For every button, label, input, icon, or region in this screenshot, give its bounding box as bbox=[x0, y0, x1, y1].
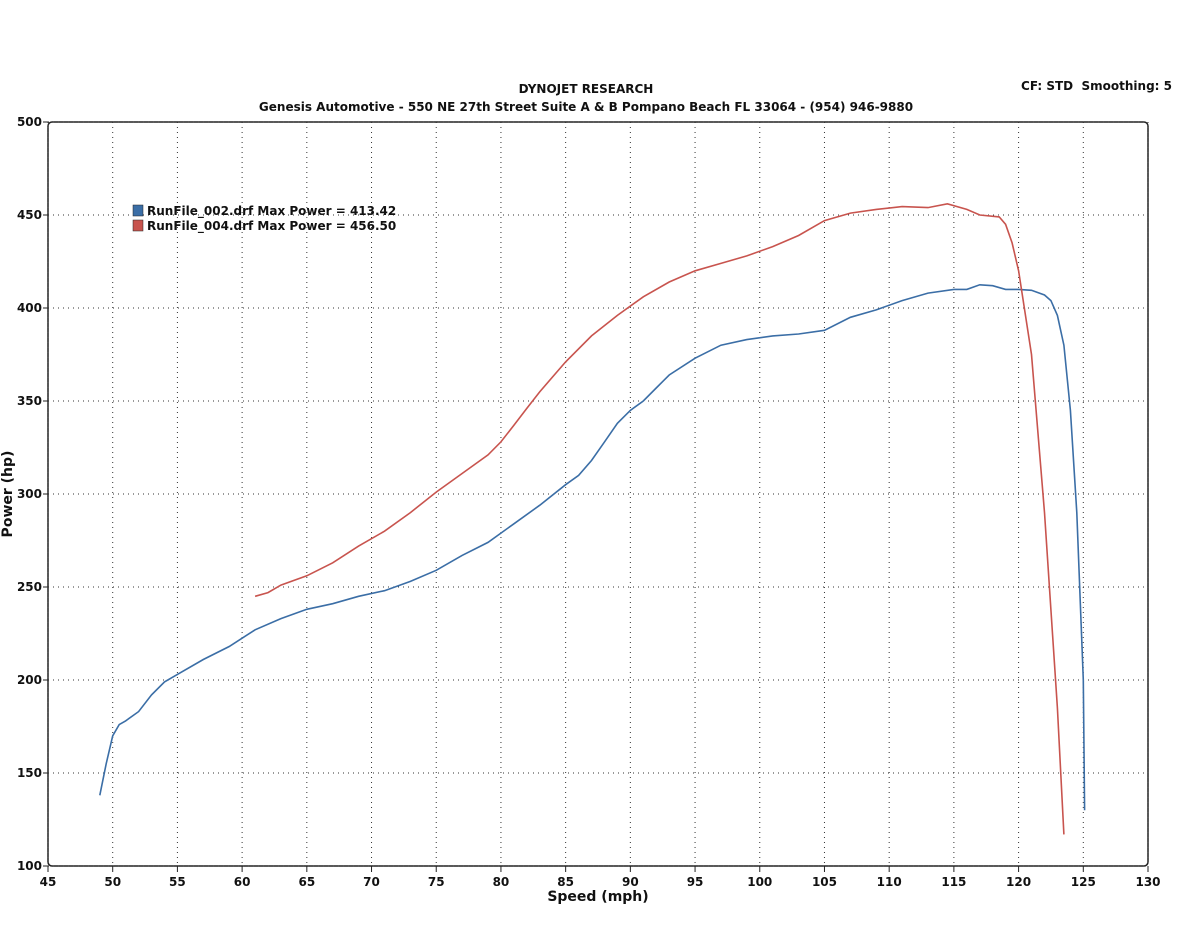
x-tick-label: 90 bbox=[622, 875, 639, 889]
legend-label: RunFile_002.drf Max Power = 413.42 bbox=[147, 204, 396, 219]
x-tick-label: 65 bbox=[298, 875, 315, 889]
x-tick-label: 110 bbox=[877, 875, 902, 889]
x-axis-label: Speed (mph) bbox=[547, 889, 648, 905]
x-tick-label: 45 bbox=[40, 875, 57, 889]
x-tick-label: 125 bbox=[1071, 875, 1096, 889]
y-tick-label: 150 bbox=[17, 766, 42, 780]
x-tick-label: 115 bbox=[941, 875, 966, 889]
x-tick-label: 95 bbox=[687, 875, 704, 889]
chart-subtitle: Genesis Automotive - 550 NE 27th Street … bbox=[259, 100, 913, 114]
x-tick-label: 120 bbox=[1006, 875, 1031, 889]
x-tick-label: 75 bbox=[428, 875, 445, 889]
x-tick-label: 60 bbox=[234, 875, 251, 889]
x-tick-label: 55 bbox=[169, 875, 186, 889]
y-tick-label: 400 bbox=[17, 301, 42, 315]
chart-title: DYNOJET RESEARCH bbox=[519, 82, 654, 96]
x-tick-label: 105 bbox=[812, 875, 837, 889]
y-tick-label: 450 bbox=[17, 208, 42, 222]
x-tick-label: 80 bbox=[493, 875, 510, 889]
x-tick-label: 130 bbox=[1135, 875, 1160, 889]
x-tick-label: 100 bbox=[747, 875, 772, 889]
legend-swatch bbox=[132, 204, 144, 217]
x-tick-label: 85 bbox=[557, 875, 574, 889]
legend-swatch bbox=[132, 219, 144, 232]
y-tick-label: 100 bbox=[17, 859, 42, 873]
y-tick-label: 300 bbox=[17, 487, 42, 501]
x-tick-label: 50 bbox=[104, 875, 121, 889]
y-axis-label: Power (hp) bbox=[0, 451, 16, 538]
y-tick-label: 350 bbox=[17, 394, 42, 408]
legend-label: RunFile_004.drf Max Power = 456.50 bbox=[147, 219, 396, 234]
y-tick-label: 200 bbox=[17, 673, 42, 687]
y-tick-label: 500 bbox=[17, 115, 42, 129]
x-tick-label: 70 bbox=[363, 875, 380, 889]
series-line bbox=[254, 202, 1065, 835]
annotation: CF: STD Smoothing: 5 bbox=[1021, 79, 1172, 93]
y-tick-label: 250 bbox=[17, 580, 42, 594]
series-line bbox=[99, 283, 1086, 811]
